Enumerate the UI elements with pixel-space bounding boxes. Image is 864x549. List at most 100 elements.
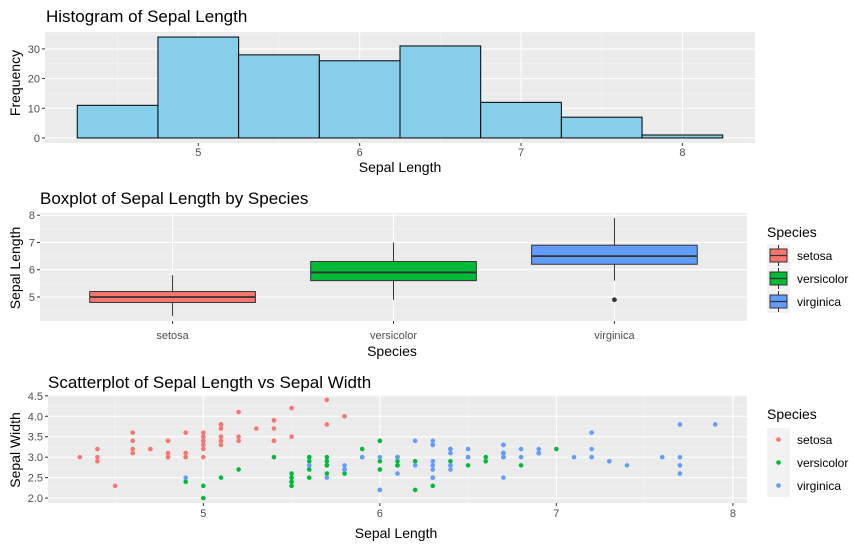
scatter-point-virginica (342, 467, 347, 472)
histogram-y-ticks: 0 10 20 30 (28, 44, 45, 145)
scatter-point-versicolor (448, 458, 453, 464)
scatter-point-setosa (130, 446, 136, 452)
scatter-point-setosa (236, 409, 241, 415)
scatter-point-virginica (430, 442, 436, 448)
scatter-point-virginica (536, 446, 542, 452)
histogram-bars (76, 36, 724, 139)
scatter-point-versicolor (412, 458, 418, 464)
scatter-point-virginica (430, 458, 436, 464)
scatter-point-setosa (236, 434, 241, 440)
scatter-point-versicolor (306, 454, 312, 460)
scatter-point-virginica (589, 446, 594, 452)
y-tick-label: 30 (28, 44, 40, 56)
scatter-point-virginica (501, 454, 506, 460)
legend-label-versicolor: versicolor (797, 272, 848, 286)
x-tick-label: virginica (594, 330, 635, 342)
histogram-bar (76, 104, 159, 139)
scatter-point-versicolor (324, 454, 330, 460)
legend-label-virginica: virginica (797, 295, 841, 309)
x-tick-label: 8 (730, 508, 736, 520)
scatter-point-virginica (395, 454, 400, 460)
x-tick-label: versicolor (370, 330, 417, 342)
scatter-point-versicolor (395, 463, 400, 468)
scatter-point-virginica (377, 454, 383, 460)
legend-label-setosa: setosa (797, 249, 833, 263)
scatter-point-virginica (306, 463, 312, 468)
scatter-point-setosa (201, 430, 206, 435)
scatter-point-virginica (430, 438, 436, 444)
scatter-point-setosa (165, 450, 171, 456)
boxplot-y-ticks: 5 6 7 8 (29, 210, 40, 304)
scatter-point-virginica (324, 475, 330, 480)
y-tick-label: 3.0 (28, 452, 43, 464)
scatter-point-virginica (448, 467, 453, 472)
y-tick-label: 2.0 (28, 493, 43, 505)
scatter-point-setosa (130, 430, 136, 435)
scatter-point-virginica (677, 463, 683, 468)
scatter-point-virginica (412, 438, 418, 444)
scatter-point-virginica (448, 450, 453, 456)
x-tick-label: 8 (679, 147, 685, 159)
scatter-point-virginica (448, 463, 453, 468)
scatter-point-setosa (218, 426, 224, 431)
scatter-point-versicolor (324, 463, 330, 468)
histogram-bar (238, 54, 320, 139)
box-versicolor (310, 261, 477, 282)
scatter-point-virginica (430, 467, 436, 472)
scatter-point-virginica (589, 454, 594, 460)
scatter-point-versicolor (483, 458, 489, 464)
scatter-point-virginica (430, 463, 436, 468)
scatter-point-virginica (448, 446, 453, 452)
scatter-point-virginica (412, 463, 418, 468)
y-tick-label: 2.5 (28, 473, 43, 485)
scatter-point-setosa (218, 434, 224, 440)
scatter-point-virginica (659, 454, 665, 460)
scatter-point-setosa (201, 438, 206, 444)
boxplot-title: Boxplot of Sepal Length by Species (40, 189, 308, 208)
scatter-point-virginica (518, 446, 524, 452)
scatter-point-virginica (501, 450, 506, 456)
scatter-point-setosa (183, 450, 188, 456)
scatter-point-versicolor (306, 475, 312, 480)
x-tick-label: 6 (377, 508, 383, 520)
scatter-point-setosa (271, 426, 277, 431)
scatter-point-setosa (183, 430, 188, 435)
scatter-legend: setosa versicolor virginica (767, 428, 848, 497)
scatter-points (77, 397, 718, 501)
legend-key-setosa (776, 437, 781, 442)
legend-label-versicolor: versicolor (797, 456, 848, 470)
boxplot-boxes (89, 217, 698, 317)
scatter-point-virginica (589, 430, 594, 435)
scatter-point-setosa (130, 450, 136, 456)
scatter-point-setosa (324, 422, 330, 427)
scatter-point-setosa (271, 438, 277, 444)
scatter-point-virginica (501, 475, 506, 480)
y-tick-label: 7 (29, 237, 35, 249)
scatter-point-versicolor (236, 467, 241, 472)
scatter-panel (48, 395, 747, 503)
scatter-point-setosa (201, 446, 206, 452)
scatter-point-versicolor (218, 475, 224, 480)
x-tick-label: 5 (200, 508, 206, 520)
scatter-title: Scatterplot of Sepal Length vs Sepal Wid… (48, 373, 371, 392)
histogram-bar (157, 36, 240, 139)
x-tick-label: setosa (156, 330, 189, 342)
scatter-point-versicolor (289, 475, 294, 480)
scatter-point-virginica (430, 475, 436, 480)
scatter-point-setosa (218, 442, 224, 448)
scatter-point-virginica (518, 454, 524, 460)
histogram-x-axis-label: Sepal Length (359, 159, 442, 175)
histogram-bar (641, 134, 724, 139)
scatter-legend-title: Species (767, 406, 817, 422)
histogram-y-axis-label: Frequency (7, 50, 23, 116)
scatter-point-versicolor (412, 487, 418, 493)
scatter-y-ticks: 2.0 2.5 3.0 3.5 4.0 4.5 (28, 391, 48, 505)
scatter-point-virginica (607, 458, 612, 464)
scatter-point-versicolor (201, 483, 206, 489)
y-tick-label: 20 (28, 74, 40, 86)
scatter-point-setosa (201, 442, 206, 448)
scatter-point-setosa (77, 454, 83, 460)
histogram-bar (480, 101, 562, 139)
y-tick-label: 4.0 (28, 411, 43, 423)
